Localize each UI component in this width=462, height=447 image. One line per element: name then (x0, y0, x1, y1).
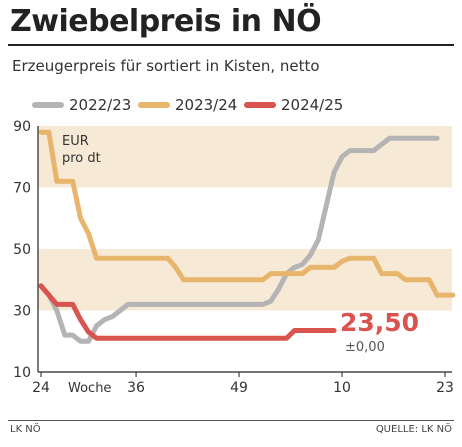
x-tick-label: 23 (436, 380, 454, 396)
chart-title: Zwiebelpreis in NÖ (10, 4, 322, 39)
footer-rule (8, 420, 454, 421)
series-line-2023-24 (38, 129, 456, 298)
series-line-2022-23 (38, 135, 440, 344)
unit-label-eur: EUR (62, 134, 89, 149)
series-line-2024-25 (38, 283, 337, 341)
series-lines (38, 129, 456, 344)
change-label: ±0,00 (345, 340, 385, 355)
current-value-label: 23,50 (340, 308, 419, 337)
x-axis-title: Woche (68, 381, 111, 396)
title-rule (8, 44, 454, 46)
legend-item-2023-24: 2023/24 (138, 96, 237, 114)
background-band-1 (38, 126, 452, 188)
legend-label-2024-25: 2024/25 (281, 96, 344, 114)
legend-item-2022-23: 2022/23 (32, 96, 131, 114)
x-tick-label: 36 (127, 380, 145, 396)
chart-labels: EUR pro dt 23,50 ±0,00 (62, 134, 419, 355)
legend-swatch-2023-24 (138, 102, 170, 108)
axes: 10 30 50 70 90 24 36 49 10 23 Woche (13, 119, 454, 396)
x-tick-label: 24 (32, 380, 50, 396)
legend-label-2023-24: 2023/24 (175, 96, 238, 114)
y-tick-label: 50 (13, 242, 31, 258)
footer-source-left: LK NÖ (10, 424, 41, 435)
y-tick-label: 90 (13, 119, 31, 135)
legend-swatch-2024-25 (244, 102, 276, 108)
unit-label-pro-dt: pro dt (62, 151, 101, 166)
x-tick-label: 10 (333, 380, 351, 396)
y-tick-label: 70 (13, 181, 31, 197)
y-tick-label: 30 (13, 304, 31, 320)
legend-label-2022-23: 2022/23 (69, 96, 132, 114)
legend-swatch-2022-23 (32, 102, 64, 108)
legend-item-2024-25: 2024/25 (244, 96, 343, 114)
footer-source-right: QUELLE: LK NÖ (375, 424, 452, 435)
y-tick-label: 10 (13, 365, 31, 381)
x-tick-label: 49 (230, 380, 248, 396)
chart-subtitle: Erzeugerpreis für sortiert in Kisten, ne… (12, 57, 320, 75)
